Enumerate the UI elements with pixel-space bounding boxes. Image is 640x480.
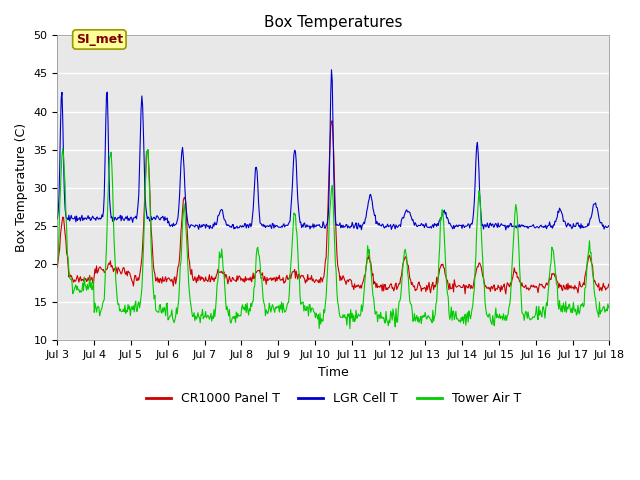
Y-axis label: Box Temperature (C): Box Temperature (C) [15,123,28,252]
CR1000 Panel T [502,291,509,297]
CR1000 Panel T [54,264,61,270]
CR1000 Panel T [401,254,409,260]
Tower Air T [419,313,426,319]
Title: Box Temperatures: Box Temperatures [264,15,403,30]
LGR Cell T [54,216,61,222]
LGR Cell T [417,220,425,226]
CR1000 Panel T [205,272,213,277]
LGR Cell T [120,217,128,223]
Tower Air T [177,259,185,264]
Line: LGR Cell T: LGR Cell T [58,70,609,230]
LGR Cell T [401,210,409,216]
Legend: CR1000 Panel T, LGR Cell T, Tower Air T: CR1000 Panel T, LGR Cell T, Tower Air T [141,387,526,410]
CR1000 Panel T [605,283,613,288]
LGR Cell T [328,67,335,72]
Tower Air T [54,259,61,265]
LGR Cell T [63,215,71,221]
Tower Air T [206,314,214,320]
CR1000 Panel T [417,288,425,294]
Tower Air T [64,255,72,261]
Line: CR1000 Panel T: CR1000 Panel T [58,121,609,294]
Line: Tower Air T: Tower Air T [58,148,609,329]
Tower Air T [59,145,67,151]
Text: SI_met: SI_met [76,33,123,46]
LGR Cell T [605,223,613,229]
CR1000 Panel T [328,118,336,124]
LGR Cell T [205,226,213,232]
Tower Air T [605,304,613,310]
Tower Air T [121,302,129,308]
LGR Cell T [502,227,509,233]
Tower Air T [402,251,410,256]
LGR Cell T [177,176,184,181]
CR1000 Panel T [63,253,71,259]
X-axis label: Time: Time [318,366,349,379]
CR1000 Panel T [120,265,128,271]
Tower Air T [346,326,354,332]
CR1000 Panel T [177,244,184,250]
